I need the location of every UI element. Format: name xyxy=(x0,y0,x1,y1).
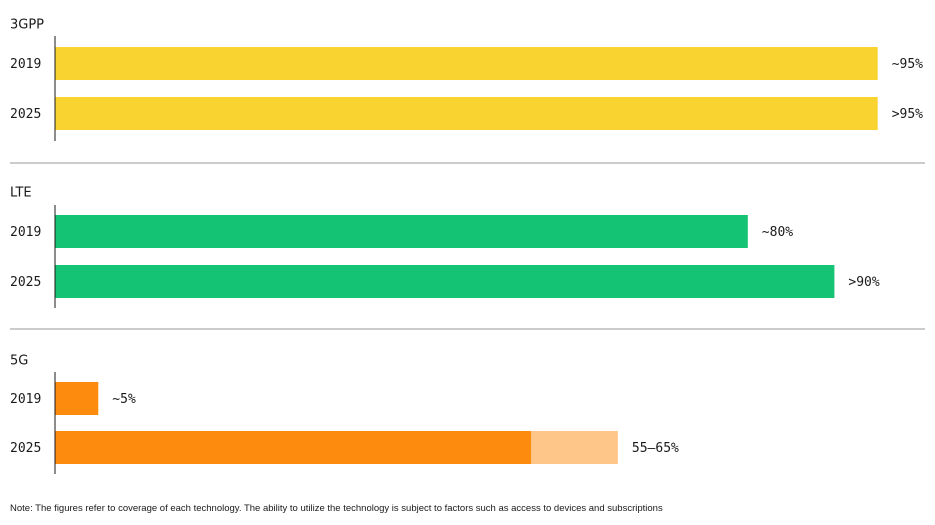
value-label: >95% xyxy=(892,107,923,122)
bar-3gpp-2019 xyxy=(55,47,878,80)
group-title-lte: LTE xyxy=(10,186,32,201)
year-label: 2019 xyxy=(10,225,41,240)
coverage-bar-chart: 3GPP 2019 ~95% 2025 >95% LTE 2019 ~80% 2025 >90% 5… xyxy=(10,18,925,474)
value-label: >90% xyxy=(848,275,879,290)
bar-5g-2025 xyxy=(55,431,532,464)
value-label: ~80% xyxy=(762,225,793,240)
bar-5g-2019 xyxy=(55,382,99,415)
group-title-5g: 5G xyxy=(10,354,28,369)
bar-3gpp-2025 xyxy=(55,97,878,130)
bar-lte-2025 xyxy=(55,265,835,298)
year-label: 2019 xyxy=(10,392,41,407)
value-label: ~5% xyxy=(112,392,136,407)
bar-range-5g-2025 xyxy=(531,431,618,464)
year-label: 2025 xyxy=(10,107,41,122)
footnote: Note: The figures refer to coverage of e… xyxy=(10,503,663,514)
year-label: 2025 xyxy=(10,441,41,456)
year-label: 2025 xyxy=(10,275,41,290)
bar-lte-2019 xyxy=(55,215,748,248)
value-label: 55–65% xyxy=(632,441,679,456)
value-label: ~95% xyxy=(892,57,923,72)
group-title-3gpp: 3GPP xyxy=(10,18,44,33)
year-label: 2019 xyxy=(10,57,41,72)
